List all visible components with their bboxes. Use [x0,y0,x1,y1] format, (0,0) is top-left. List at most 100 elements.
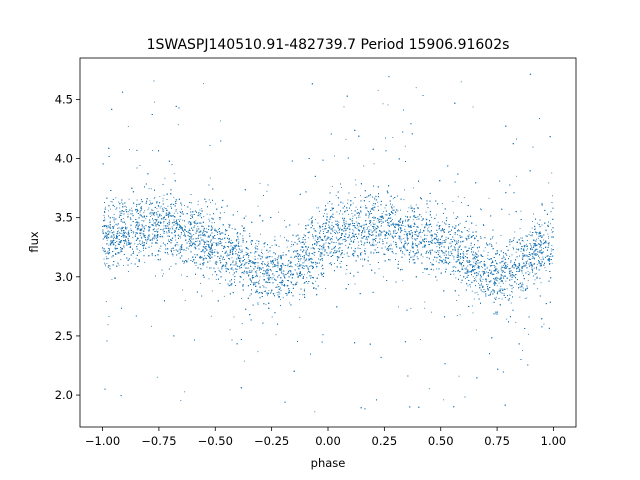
data-point [461,266,463,268]
data-point [259,276,261,278]
data-point [438,252,440,254]
data-point [231,263,233,265]
data-point [536,238,537,240]
data-point [180,400,182,402]
data-point [360,258,361,260]
data-point [226,253,228,255]
data-point [258,243,260,245]
data-point [135,225,137,227]
data-point [548,246,550,248]
data-point [151,239,153,240]
data-point [148,236,150,238]
data-point [295,264,297,266]
data-point [425,268,427,270]
chart-title: 1SWASPJ140510.91-482739.7 Period 15906.9… [147,37,510,53]
data-point [515,264,517,266]
data-point [443,254,445,256]
data-point [127,213,129,215]
data-point [255,243,257,245]
data-point [465,268,467,270]
data-point [192,260,194,262]
data-point [108,244,110,246]
data-point [531,246,533,248]
data-point [466,269,468,271]
data-point [347,255,349,257]
data-point [271,256,273,258]
data-point [399,239,401,241]
data-point [463,251,465,252]
data-point [511,291,512,292]
data-point [397,210,399,212]
data-point [399,236,401,238]
data-point [452,201,454,202]
data-point [331,209,333,211]
data-point [208,226,210,228]
data-point [518,263,520,265]
data-point [256,251,258,253]
data-point [539,246,541,248]
data-point [428,388,430,390]
data-point [311,262,313,264]
data-point [277,284,279,286]
data-point [391,220,393,222]
data-point [455,267,457,269]
data-point [377,205,379,207]
data-point [177,219,179,221]
data-point [531,227,533,229]
data-point [155,225,157,227]
data-point [428,257,430,259]
data-point [259,267,261,269]
data-point [343,224,345,226]
data-point [196,228,198,230]
data-point [494,297,495,299]
data-point [316,243,318,245]
data-point [401,238,403,240]
data-point [315,230,317,232]
data-point [151,213,153,215]
data-point [302,238,304,240]
data-point [472,253,473,255]
data-point [127,215,129,217]
data-point [179,226,181,227]
data-point [284,277,285,279]
data-point [267,272,269,274]
data-point [245,252,247,254]
data-point [291,241,293,243]
data-point [534,227,536,229]
data-point [334,155,335,157]
data-point [487,284,489,286]
data-point [366,239,368,241]
data-point [492,236,494,238]
data-point [504,289,506,291]
data-point [148,233,150,235]
data-point [347,223,349,225]
data-point [215,229,217,231]
data-point [274,236,276,238]
data-point [458,294,460,296]
data-point [500,280,502,282]
data-point [531,258,533,260]
data-point [278,274,280,276]
data-point [264,263,266,265]
data-point [392,198,394,200]
data-point [107,257,109,259]
data-point [443,399,445,401]
data-point [433,259,434,261]
data-point [216,251,218,253]
data-point [281,268,283,270]
data-point [284,220,286,222]
data-point [182,213,184,215]
data-point [259,214,261,216]
data-point [454,233,456,235]
data-point [372,222,374,224]
data-point [205,257,207,259]
data-point [247,248,249,250]
data-point [382,239,384,241]
data-point [319,210,320,212]
data-point [533,244,535,246]
data-point [189,228,191,230]
data-point [458,375,460,377]
data-point [431,264,433,266]
data-point [266,271,268,273]
data-point [267,251,269,253]
